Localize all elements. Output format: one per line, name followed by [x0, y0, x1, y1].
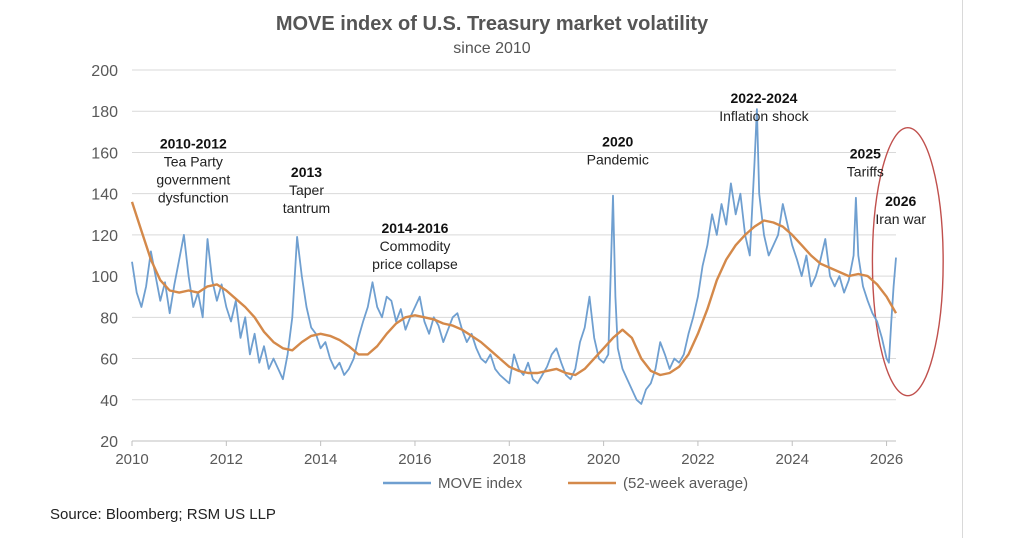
highlight-ellipse — [871, 127, 944, 397]
y-tick-label: 180 — [91, 104, 118, 121]
annotation: 2025 Tariffs — [847, 146, 884, 180]
chart-subtitle: since 2010 — [453, 40, 530, 57]
annotation: 2010-2012 Tea Party government dysfunction — [156, 135, 230, 205]
annotation-line: Pandemic — [587, 151, 649, 167]
x-tick-label: 2010 — [115, 451, 148, 468]
axis-layer: 20 40 60 80 100 120 140 160 180 200 2010 2012 2014 20… — [91, 63, 903, 468]
x-tick-label: 2022 — [681, 451, 714, 468]
x-tick-label: 2024 — [776, 451, 809, 468]
x-tick-label: 2014 — [304, 451, 337, 468]
annotation: 2022-2024 Inflation shock — [719, 90, 809, 124]
right-frame-line — [962, 0, 963, 538]
annotation-line: Commodity — [380, 238, 451, 254]
y-tick-label: 160 — [91, 145, 118, 162]
annotation-title: 2026 — [885, 193, 916, 209]
annotation-line: dysfunction — [158, 189, 229, 205]
x-tick-label: 2020 — [587, 451, 620, 468]
y-tick-label: 200 — [91, 63, 118, 80]
x-tick-label: 2026 — [870, 451, 903, 468]
y-tick-label: 140 — [91, 187, 118, 204]
chart-title: MOVE index of U.S. Treasury market volat… — [276, 13, 709, 35]
annotation-line: Inflation shock — [719, 108, 809, 124]
annotation-line: Tea Party — [164, 153, 223, 169]
gridlines — [132, 69, 896, 442]
annotation-title: 2022-2024 — [730, 90, 797, 106]
y-tick-label: 100 — [91, 269, 118, 286]
highlight-layer — [871, 127, 944, 397]
legend-label: MOVE index — [438, 475, 523, 492]
annotation-title: 2010-2012 — [160, 135, 227, 151]
move-index-line — [131, 108, 897, 405]
annotation: 2014-2016 Commodity price collapse — [372, 220, 458, 272]
y-tick-label: 60 — [100, 352, 118, 369]
annotation-line: price collapse — [372, 256, 458, 272]
annotation-line: Taper — [289, 182, 324, 198]
annotation-line: Tariffs — [847, 164, 884, 180]
series-layer — [130, 108, 898, 405]
annotation-line: tantrum — [283, 200, 330, 216]
y-tick-label: 120 — [91, 228, 118, 245]
annotation: 2026 Iran war — [875, 193, 926, 227]
annotation-title: 2020 — [602, 133, 633, 149]
y-tick-label: 80 — [100, 310, 118, 327]
annotation-line: government — [156, 171, 230, 187]
annotation-line: Iran war — [875, 211, 926, 227]
moving-average-line — [130, 201, 898, 377]
annotation-title: 2025 — [850, 146, 881, 162]
annotation: 2013 Taper tantrum — [283, 164, 330, 216]
x-tick-label: 2018 — [493, 451, 526, 468]
x-tick-label: 2016 — [398, 451, 431, 468]
annotation-title: 2014-2016 — [381, 220, 448, 236]
source-note: Source: Bloomberg; RSM US LLP — [50, 506, 276, 523]
x-tick-label: 2012 — [210, 451, 243, 468]
annotation-title: 2013 — [291, 164, 322, 180]
legend: MOVE index (52-week average) — [383, 475, 748, 492]
y-tick-label: 20 — [100, 434, 118, 451]
y-tick-label: 40 — [100, 393, 118, 410]
legend-label: (52-week average) — [623, 475, 748, 492]
annotation: 2020 Pandemic — [587, 133, 649, 167]
